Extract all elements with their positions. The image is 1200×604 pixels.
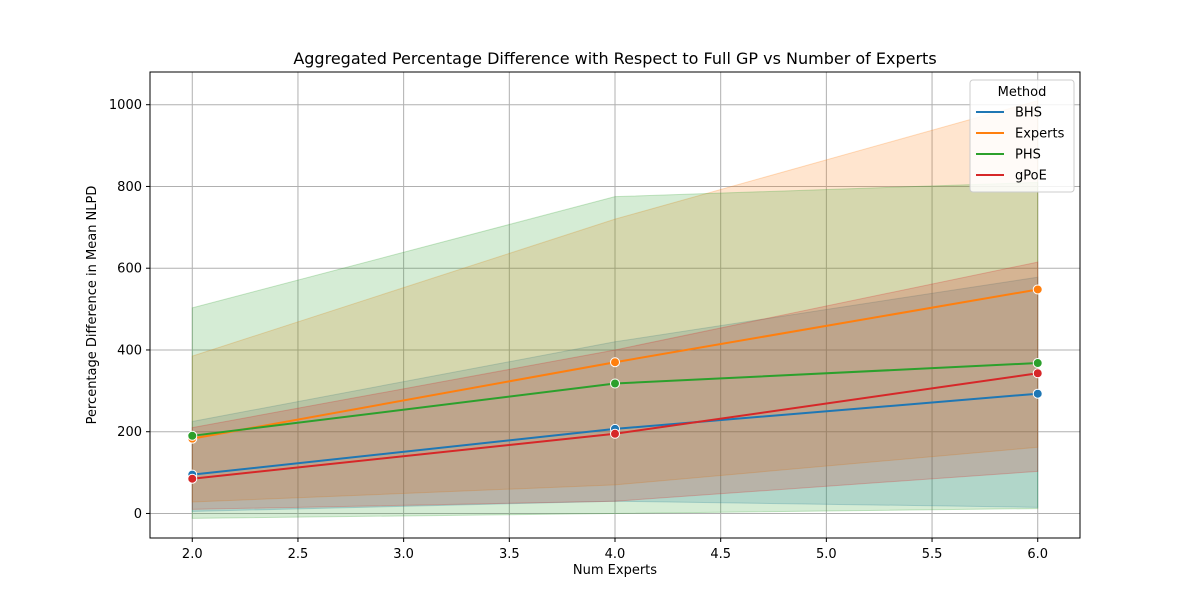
experts-confidence-band — [191, 99, 1039, 503]
legend-items: BHS Experts PHS gPoE — [976, 106, 1065, 184]
x-tick-label: 3.0 — [393, 547, 414, 562]
experts-point — [1032, 284, 1043, 295]
axis-ticks: 2.0 2.5 3.0 3.5 4.0 4.5 5.0 5.5 6.0 0 200 400 600 800… — [109, 98, 1048, 562]
x-tick-label: 6.0 — [1027, 547, 1048, 562]
phs-confidence-band — [191, 181, 1039, 519]
x-axis-label: Num Experts — [573, 563, 657, 578]
y-tick-label: 800 — [117, 180, 142, 195]
experts-point — [610, 357, 620, 368]
gpoe-point — [1032, 368, 1043, 379]
x-tick-label: 5.5 — [922, 547, 943, 562]
chart-title: Aggregated Percentage Difference with Re… — [293, 49, 936, 68]
legend: Method BHS Experts PHS gPoE — [969, 79, 1075, 193]
y-tick-label: 0 — [134, 507, 142, 522]
legend-label-gpoe: gPoE — [1015, 169, 1047, 184]
legend-label-bhs: BHS — [1015, 106, 1042, 121]
legend-box — [969, 79, 1075, 193]
x-tick-label: 4.5 — [710, 547, 731, 562]
phs-point — [1032, 358, 1043, 369]
x-tick-label: 5.0 — [816, 547, 837, 562]
y-tick-label: 400 — [117, 343, 142, 358]
legend-label-phs: PHS — [1015, 148, 1041, 163]
confidence-bands — [191, 99, 1039, 519]
legend-label-experts: Experts — [1015, 127, 1065, 142]
y-tick-label: 200 — [117, 425, 142, 440]
y-axis-label: Percentage Difference in Mean NLPD — [85, 186, 100, 425]
x-tick-label: 3.5 — [499, 547, 520, 562]
phs-point — [610, 378, 620, 389]
y-tick-label: 1000 — [109, 98, 142, 113]
x-tick-label: 2.0 — [182, 547, 203, 562]
legend-title: Method — [998, 85, 1047, 100]
gpoe-point — [610, 428, 620, 439]
x-tick-label: 4.0 — [605, 547, 626, 562]
x-tick-label: 2.5 — [288, 547, 309, 562]
series-points — [187, 284, 1043, 484]
y-tick-label: 600 — [117, 262, 142, 277]
phs-point — [187, 430, 198, 441]
bhs-confidence-band — [191, 276, 1039, 512]
bhs-point — [1032, 388, 1043, 399]
grid — [150, 72, 1080, 538]
gpoe-point — [187, 473, 198, 484]
